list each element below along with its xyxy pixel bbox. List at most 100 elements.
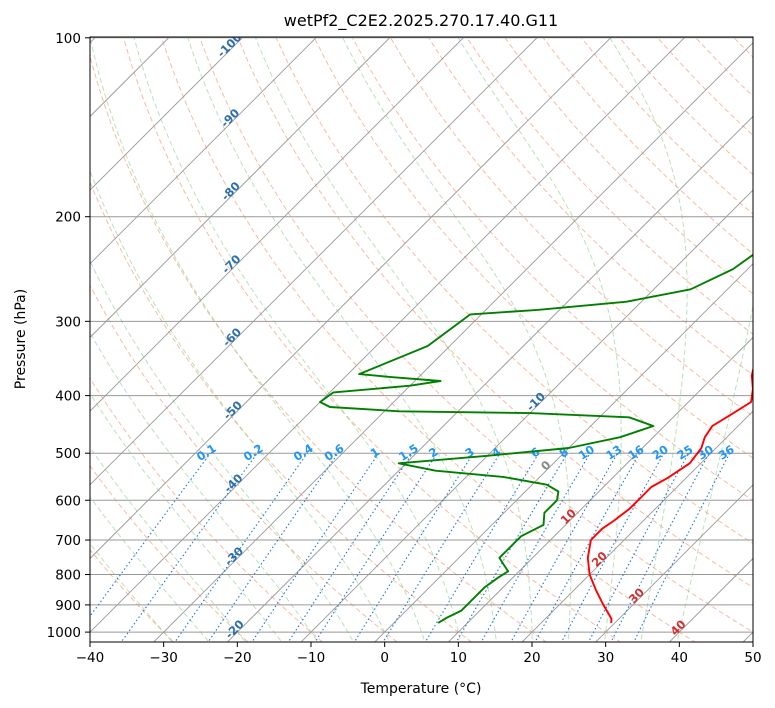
chart-title: wetPf2_C2E2.2025.270.17.40.G11: [284, 11, 558, 31]
isotherm-line: [300, 189, 753, 642]
background-lines: [90, 37, 753, 642]
isotherm-line: [374, 263, 753, 642]
isotherm-line: [447, 336, 753, 642]
moist-adiabat: [255, 37, 533, 642]
mixing-ratio-line: [480, 452, 591, 642]
adiabat-label: -50: [220, 398, 245, 423]
isotherm-line: [90, 37, 686, 633]
mixing-ratio-line: [207, 452, 339, 642]
dry-adiabat: [466, 37, 753, 335]
isotherm-line: [595, 484, 753, 642]
moist-adiabat: [90, 446, 247, 642]
mixing-ratio-label: 0.1: [194, 441, 219, 464]
dry-adiabat: [199, 37, 753, 633]
temperature-profile-line: [586, 366, 753, 623]
mixing-ratio-line: [353, 452, 474, 642]
mixing-ratio-label: 0.6: [322, 441, 347, 464]
dry-adiabat: [90, 180, 473, 642]
mixing-ratio-line: [120, 452, 258, 642]
isotherm-line: [226, 115, 753, 642]
dry-adiabat: [237, 37, 753, 589]
x-tick-label: 50: [744, 650, 761, 666]
dry-adiabat: [657, 37, 753, 137]
y-tick-label: 400: [55, 389, 81, 405]
isotherm-line: [742, 631, 753, 642]
dry-adiabat: [313, 37, 753, 502]
x-tick-label: 40: [671, 650, 688, 666]
adiabat-label: -30: [222, 544, 247, 569]
adiabat-label: 10: [558, 506, 579, 527]
dry-adiabat: [90, 54, 547, 642]
adiabat-label: -20: [222, 617, 247, 642]
adiabat-label: -100: [214, 30, 244, 60]
dry-adiabat: [695, 37, 753, 97]
dry-adiabat: [90, 464, 249, 642]
x-axis-label: Temperature (°C): [360, 681, 482, 697]
mixing-ratio-label: 1: [368, 444, 382, 460]
adiabat-label: 20: [589, 549, 610, 570]
adiabat-label: -80: [218, 179, 243, 204]
isotherm-line: [90, 37, 244, 191]
y-tick-label: 900: [55, 598, 81, 614]
adiabat-label: -90: [218, 106, 243, 131]
mixing-ratio-line: [174, 452, 308, 642]
dry-adiabat: [619, 37, 753, 176]
x-tick-label: 30: [597, 650, 614, 666]
y-tick-label: 700: [55, 533, 81, 549]
mixing-ratio-label: 16: [625, 442, 646, 462]
mixing-ratio-line: [314, 452, 438, 642]
adiabat-label: 30: [626, 585, 647, 606]
mixing-ratio-label: 0.4: [291, 441, 316, 464]
moist-adiabat: [90, 331, 319, 642]
isotherm-line: [153, 42, 753, 642]
mixing-ratio-label: 1.5: [396, 441, 421, 464]
dry-adiabat: [123, 37, 622, 642]
x-tick-label: −20: [223, 650, 252, 666]
adiabat-label: -60: [220, 325, 245, 350]
adiabat-label: -70: [219, 252, 244, 277]
isotherm-line: [90, 37, 539, 486]
mixing-ratio-line: [587, 452, 689, 642]
profile-series: [319, 253, 753, 624]
dry-adiabat: [390, 37, 753, 417]
mixing-ratio-label: 2: [426, 444, 440, 460]
isotherm-line: [90, 37, 465, 412]
mixing-ratio-line: [382, 452, 501, 642]
plot-frame: [89, 36, 754, 643]
mixing-ratio-line: [455, 452, 568, 642]
mixing-ratio-line: [633, 452, 731, 642]
moist-adiabat: [676, 302, 753, 642]
y-axis-label: Pressure (hPa): [13, 289, 29, 389]
y-tick-label: 600: [55, 493, 81, 509]
line-labels: 0.1 0.2 0.4 0.6 1 1.5 2 3 4 6 8 10 13 16 20 25 30 36-100-…: [194, 30, 737, 642]
moist-adiabat: [342, 37, 572, 642]
dry-adiabat: [351, 37, 753, 459]
mixing-ratio-line: [90, 452, 211, 618]
y-tick-label: 800: [55, 568, 81, 584]
y-tick-label: 100: [55, 31, 81, 47]
dry-adiabat: [90, 377, 324, 642]
adiabat-label: 40: [667, 617, 688, 638]
mixing-ratio-label: 20: [650, 442, 671, 462]
mixing-ratio-line: [610, 452, 710, 642]
y-tick-label: 300: [55, 314, 81, 330]
isotherm-line: [90, 37, 392, 339]
mixing-ratio-line: [560, 452, 665, 642]
y-axis-ticks: 1000 900 800 700 600 500 400 300 200 100: [47, 31, 90, 641]
mixing-ratio-label: 4: [489, 444, 503, 460]
adiabat-label: -10: [523, 389, 548, 414]
mixing-ratio-line: [251, 452, 380, 642]
mixing-ratio-line: [287, 452, 413, 642]
moist-adiabat: [609, 37, 688, 642]
dewpoint-profile-line: [319, 253, 753, 624]
dry-adiabat: [504, 37, 753, 295]
x-tick-label: 0: [380, 650, 389, 666]
moist-adiabat: [90, 37, 426, 642]
dry-adiabat: [275, 37, 753, 545]
moist-adiabat: [90, 496, 210, 642]
x-tick-label: −30: [149, 650, 178, 666]
moist-adiabat: [90, 392, 283, 642]
y-tick-label: 200: [55, 210, 81, 226]
isotherm-line: [521, 410, 753, 642]
